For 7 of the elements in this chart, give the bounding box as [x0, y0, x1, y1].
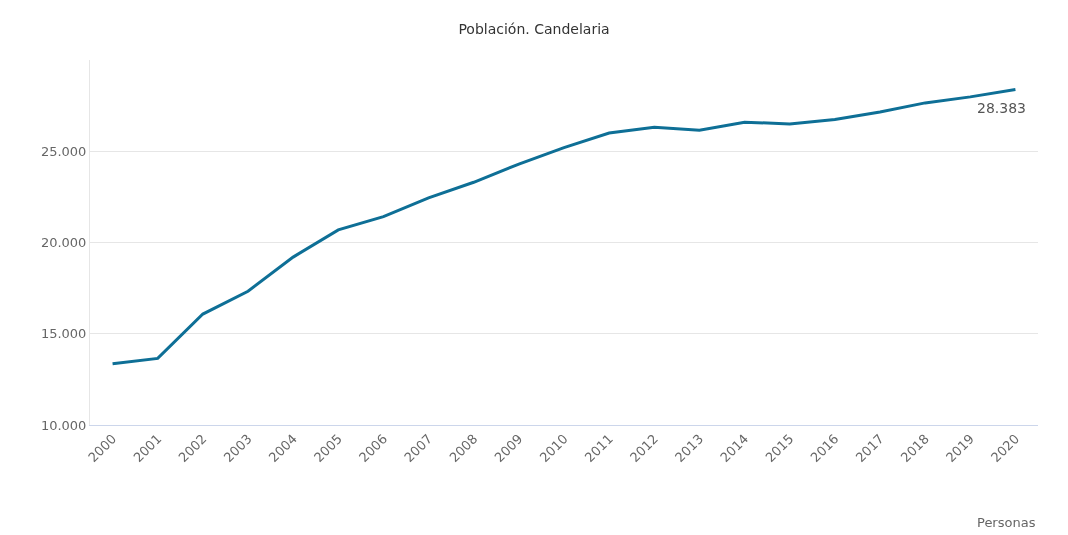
- y-tick-label: 20.000: [40, 235, 87, 251]
- y-tick-label: 10.000: [40, 417, 87, 433]
- y-tick-label: 25.000: [40, 143, 87, 159]
- text: Personas: [977, 515, 1036, 530]
- chart-title: Población. Candelaria: [458, 20, 610, 37]
- data-label: 28.383: [977, 100, 1026, 116]
- y-tick-label: 15.000: [40, 326, 87, 342]
